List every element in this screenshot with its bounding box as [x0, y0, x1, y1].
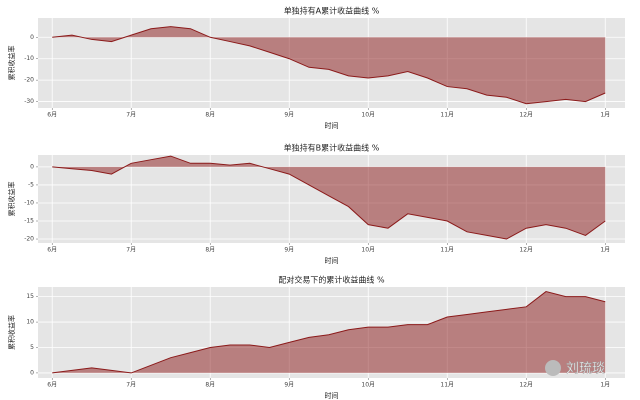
chart-title: 配对交易下的累计收益曲线 %: [278, 275, 385, 285]
x-tick-label: 7月: [126, 112, 136, 119]
wechat-icon: [545, 360, 561, 376]
x-tick-label: 12月: [519, 112, 533, 119]
x-tick-label: 6月: [47, 247, 57, 254]
x-tick-label: 11月: [440, 382, 454, 389]
x-tick-label: 12月: [519, 247, 533, 254]
x-axis-label: 时间: [325, 121, 339, 130]
x-tick-label: 10月: [361, 112, 375, 119]
x-tick-label: 8月: [205, 382, 215, 389]
area-line: [52, 291, 606, 374]
x-tick-label: 1月: [600, 382, 610, 389]
y-tick-label: 0: [30, 369, 34, 376]
x-tick-label: 9月: [284, 247, 294, 254]
x-tick-label: 7月: [126, 247, 136, 254]
y-tick-label: -5: [28, 181, 34, 188]
watermark: 刘琉琰: [566, 362, 605, 377]
x-axis-label: 时间: [325, 391, 339, 400]
y-tick-label: 0: [30, 34, 34, 41]
area-line: [52, 26, 606, 105]
y-tick-label: -30: [24, 98, 34, 105]
x-tick-label: 10月: [361, 247, 375, 254]
area-fill: [52, 26, 606, 104]
y-tick-label: -15: [24, 218, 34, 225]
x-tick-label: 9月: [284, 112, 294, 119]
y-axis-label: 累积收益率: [7, 315, 16, 350]
x-tick-label: 11月: [440, 247, 454, 254]
y-tick-label: 0: [30, 163, 34, 170]
x-tick-label: 6月: [47, 112, 57, 119]
y-tick-label: 5: [30, 344, 34, 351]
x-tick-label: 6月: [47, 382, 57, 389]
y-tick-label: 10: [26, 319, 34, 326]
y-axis-label: 累积收益率: [7, 46, 16, 81]
area-fill: [52, 291, 606, 373]
x-tick-label: 1月: [600, 112, 610, 119]
x-tick-label: 8月: [205, 112, 215, 119]
y-tick-label: -20: [24, 236, 34, 243]
y-axis-label: 累积收益率: [7, 182, 16, 217]
x-tick-label: 12月: [519, 382, 533, 389]
x-tick-label: 8月: [205, 247, 215, 254]
x-tick-label: 11月: [440, 112, 454, 119]
area-fill: [52, 156, 606, 240]
x-tick-label: 7月: [126, 382, 136, 389]
chart-title: 单独持有A累计收益曲线 %: [284, 6, 380, 16]
chart-title: 单独持有B累计收益曲线 %: [284, 143, 380, 153]
y-tick-label: -10: [24, 55, 34, 62]
area-line: [52, 155, 606, 240]
x-tick-label: 1月: [600, 247, 610, 254]
y-tick-label: -20: [24, 77, 34, 84]
y-tick-label: -10: [24, 199, 34, 206]
x-tick-label: 10月: [361, 382, 375, 389]
x-tick-label: 9月: [284, 382, 294, 389]
x-axis-label: 时间: [325, 256, 339, 265]
y-tick-label: 15: [26, 293, 34, 300]
